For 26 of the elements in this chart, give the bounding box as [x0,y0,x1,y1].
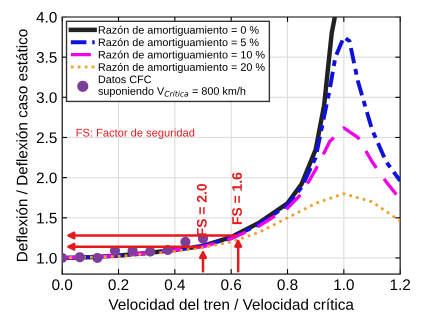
legend-label: Datos CFC suponiendo V$_{Crítica}$ = 800 km/h [98,76,246,98]
annotation: FS = 1.6 [232,172,242,224]
y-tick-label: 1.5 [37,212,57,224]
annotation: FS: Factor de seguridad [76,128,194,139]
y-tick-label: 2.5 [36,132,57,144]
x-tick-label: 0.2 [108,279,128,290]
x-axis-title: Velocidad del tren / Velocidad crítica [108,298,354,310]
legend-label: Razón de amortiguamiento = 0 % [98,26,259,36]
y-axis-title: Deflexión / Deflexión caso estático [16,29,28,262]
x-tick-label: 0.4 [164,279,186,290]
y-tick-label: 3.0 [36,92,57,104]
x-tick-label: 0.6 [221,279,242,290]
x-tick-label: 0.8 [277,279,298,290]
point [92,252,102,264]
point [74,252,85,262]
legend-label: Razón de amortiguamiento = 20 % [98,62,265,74]
y-tick-label: 2.0 [36,172,57,184]
point [180,236,190,247]
y-tick-label: 3.5 [36,52,57,63]
y-tick-label: 1.0 [37,252,57,264]
legend-label: Razón de amortiguamiento = 5 % [98,38,259,48]
x-tick-label: 0.0 [52,279,72,290]
y-tick-label: 4.0 [36,12,57,23]
legend-label: Razón de amortiguamiento = 10 % [98,50,265,61]
x-tick-label: 1.2 [390,279,410,290]
x-tick-label: 1.0 [334,279,354,290]
